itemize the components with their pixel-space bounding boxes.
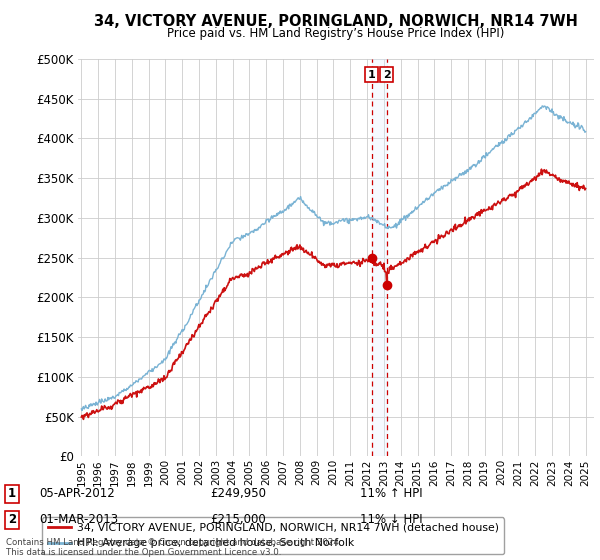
Text: 34, VICTORY AVENUE, PORINGLAND, NORWICH, NR14 7WH: 34, VICTORY AVENUE, PORINGLAND, NORWICH,… [94, 14, 578, 29]
Bar [371, 59, 387, 456]
Text: 1: 1 [368, 69, 376, 80]
Text: Price paid vs. HM Land Registry’s House Price Index (HPI): Price paid vs. HM Land Registry’s House … [167, 27, 505, 40]
Text: £249,950: £249,950 [210, 487, 266, 501]
Text: 1: 1 [8, 487, 16, 501]
Text: £215,000: £215,000 [210, 513, 266, 526]
Text: 11% ↑ HPI: 11% ↑ HPI [360, 487, 422, 501]
Text: 05-APR-2012: 05-APR-2012 [39, 487, 115, 501]
Legend: 34, VICTORY AVENUE, PORINGLAND, NORWICH, NR14 7WH (detached house), HPI: Average: 34, VICTORY AVENUE, PORINGLAND, NORWICH,… [42, 517, 504, 554]
Text: 01-MAR-2013: 01-MAR-2013 [39, 513, 118, 526]
Text: 2: 2 [8, 513, 16, 526]
Text: Contains HM Land Registry data © Crown copyright and database right 2024.
This d: Contains HM Land Registry data © Crown c… [6, 538, 341, 557]
Text: 2: 2 [383, 69, 391, 80]
Text: 11% ↓ HPI: 11% ↓ HPI [360, 513, 422, 526]
